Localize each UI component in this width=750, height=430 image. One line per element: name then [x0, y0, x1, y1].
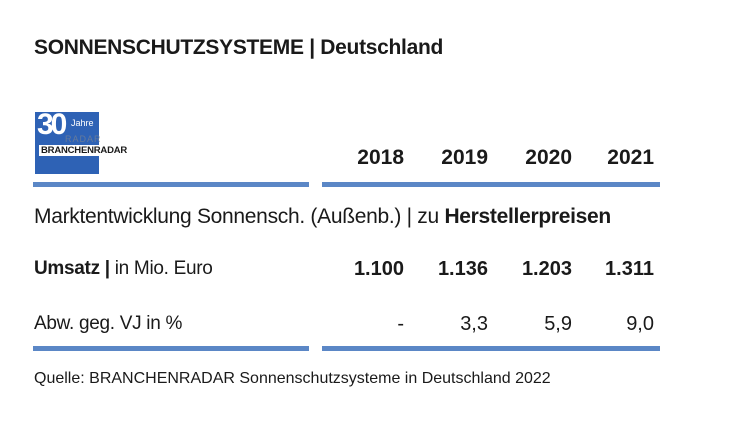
row-label-abweichung: Abw. geg. VJ in %	[34, 313, 182, 335]
cell-abweichung-2021: 9,0	[626, 313, 654, 335]
cell-abweichung-2020: 5,9	[544, 313, 572, 335]
cell-abweichung-2018: -	[397, 313, 404, 335]
page-title: SONNENSCHUTZSYSTEME | Deutschland	[34, 36, 444, 59]
source-note: Quelle: BRANCHENRADAR Sonnenschutzsystem…	[34, 370, 551, 387]
cell-umsatz-2021: 1.311	[605, 258, 654, 280]
header-rule-left	[33, 182, 309, 187]
header-rule-right	[322, 182, 660, 187]
year-header-2020: 2020	[525, 146, 572, 169]
table-subtitle: Marktentwicklung Sonnensch. (Außenb.) | …	[34, 205, 611, 229]
branchenradar-logo: 30 Jahre RADAR BRANCHENRADAR	[35, 108, 130, 174]
cell-umsatz-2018: 1.100	[353, 258, 404, 280]
year-header-2021: 2021	[607, 146, 654, 169]
row-label-umsatz: Umsatz | in Mio. Euro	[34, 258, 213, 280]
row-label-umsatz-bold: Umsatz |	[34, 258, 110, 279]
cell-umsatz-2019: 1.136	[437, 258, 488, 280]
logo-number: 30	[37, 108, 67, 141]
cell-umsatz-2020: 1.203	[521, 258, 572, 280]
logo-jahre: Jahre	[71, 118, 94, 128]
footer-rule-right	[322, 346, 660, 351]
cell-abweichung-2019: 3,3	[460, 313, 488, 335]
year-header-2019: 2019	[441, 146, 488, 169]
logo-brand: BRANCHENRADAR	[39, 145, 130, 156]
subtitle-prefix: Marktentwicklung Sonnensch. (Außenb.) | …	[34, 205, 445, 228]
logo-echo: RADAR	[65, 134, 102, 144]
footer-rule-left	[33, 346, 309, 351]
row-label-abweichung-rest: Abw. geg. VJ in %	[34, 313, 183, 334]
subtitle-bold: Herstellerpreisen	[444, 205, 611, 228]
year-header-2018: 2018	[357, 146, 404, 169]
row-label-umsatz-rest: in Mio. Euro	[109, 258, 213, 279]
